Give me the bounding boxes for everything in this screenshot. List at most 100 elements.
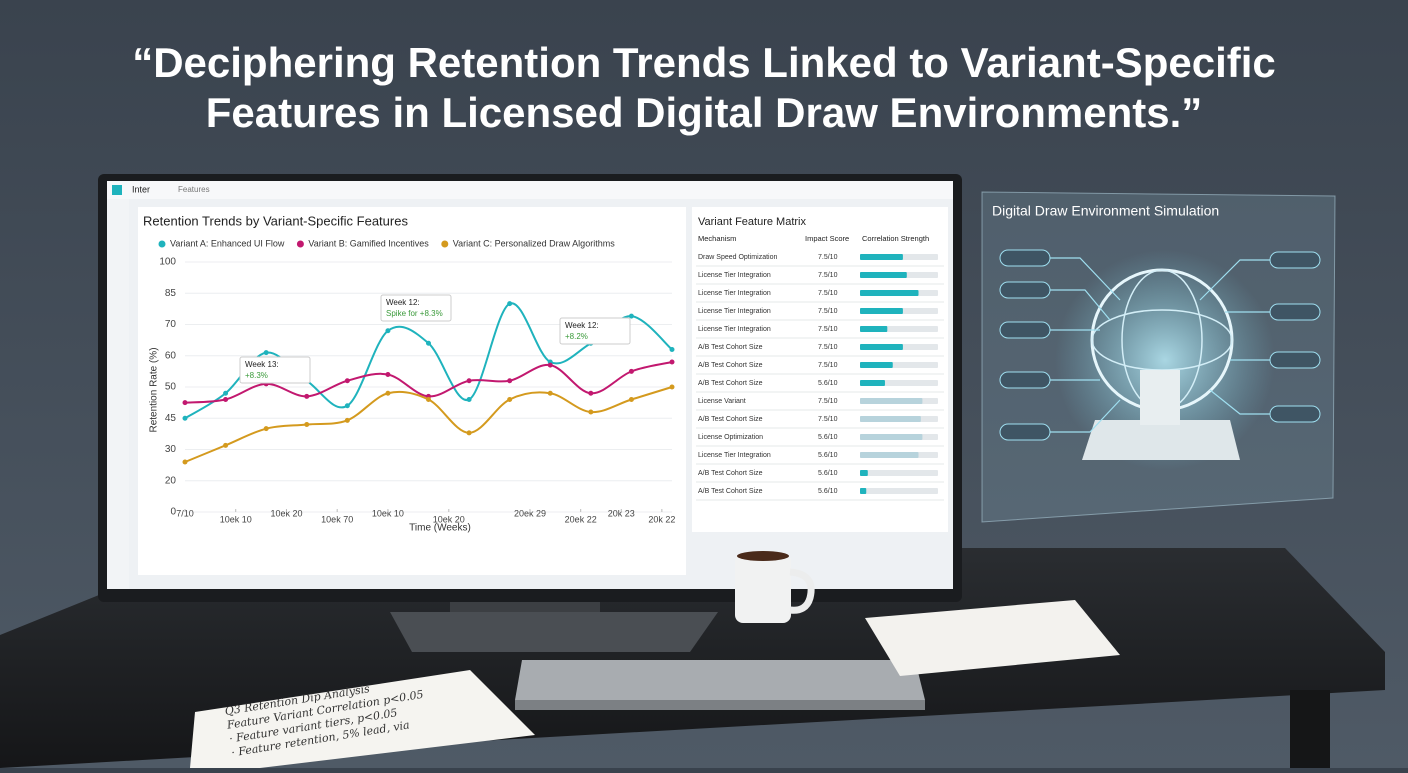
point: [507, 397, 513, 402]
chart-title: Retention Trends by Variant-Specific Fea…: [143, 213, 408, 228]
point: [588, 390, 594, 396]
point: [628, 313, 634, 319]
annotation-title: Week 13:: [245, 360, 279, 369]
point: [628, 397, 634, 402]
point: [385, 328, 391, 334]
point: [344, 417, 350, 423]
annotation-text: +8.2%: [565, 332, 588, 341]
strength-bar: [860, 290, 919, 296]
impact-score: 7.5/10: [818, 362, 838, 369]
point: [466, 378, 472, 384]
point: [466, 397, 472, 402]
x-tick-label: 10ek 20: [433, 514, 465, 524]
y-tick-label: 70: [165, 319, 177, 330]
strength-bar: [860, 308, 903, 314]
nodes: [999, 249, 1321, 441]
impact-score: 5.6/10: [818, 488, 838, 495]
strength-track: [860, 470, 938, 476]
monitor-base: [390, 612, 718, 652]
point: [182, 415, 188, 421]
y-tick-label: 60: [165, 350, 177, 361]
point: [385, 372, 391, 377]
point: [669, 347, 675, 352]
glow: [1055, 250, 1275, 470]
laptop: [515, 660, 925, 700]
point: [223, 442, 229, 448]
legend-dot: [296, 240, 304, 248]
mechanism: License Tier Integration: [698, 308, 771, 315]
x-axis-label: Time (Weeks): [409, 523, 471, 534]
mechanism: License Optimization: [698, 434, 763, 441]
strength-bar: [860, 488, 867, 494]
impact-score: 7.5/10: [818, 344, 838, 351]
mug: [735, 553, 791, 623]
annotation-text: +8.3%: [245, 371, 268, 380]
legend-dot: [158, 240, 166, 248]
sidebar: [107, 199, 129, 589]
point: [547, 362, 553, 368]
desk-leg: [1290, 690, 1330, 768]
y-tick-label: 30: [165, 444, 177, 455]
y-tick-label: 45: [165, 413, 177, 424]
mechanism: License Tier Integration: [698, 290, 771, 297]
y-tick-label: 100: [159, 257, 176, 268]
strength-bar: [860, 434, 923, 440]
impact-score: 5.6/10: [818, 452, 838, 459]
point: [426, 397, 431, 402]
annotation-box: [559, 317, 631, 345]
x-tick-label: 20ek 22: [565, 514, 597, 524]
legend-label: Variant A: Enhanced UI Flow: [170, 238, 285, 248]
point: [507, 301, 513, 307]
app-tab[interactable]: Features: [178, 185, 210, 194]
coffee: [737, 551, 789, 561]
matrix-title: Variant Feature Matrix: [698, 216, 807, 228]
annotation-box: [380, 294, 452, 322]
x-tick-label: 10ek 10: [372, 508, 404, 518]
y-tick-label: 50: [165, 382, 177, 393]
notebook-right: [865, 600, 1120, 676]
x-tick-label: 20ek 29: [514, 508, 546, 518]
drum-stand: [1140, 370, 1180, 425]
mechanism: License Variant: [698, 398, 746, 405]
mechanism: A/B Test Cohort Size: [698, 380, 763, 387]
impact-score: 7.5/10: [818, 290, 838, 297]
point: [547, 390, 553, 396]
point: [669, 359, 675, 365]
point: [263, 426, 269, 432]
point: [344, 378, 350, 384]
x-tick-label: 10ek 20: [270, 508, 302, 518]
simulation-panel: Digital Draw Environment Simulation: [981, 191, 1336, 523]
point: [588, 409, 594, 415]
annotation-box: [239, 356, 311, 384]
strength-bar: [860, 272, 907, 278]
point: [426, 340, 431, 346]
x-tick-label: 20k 23: [608, 508, 635, 518]
y-axis-label: Retention Rate (%): [149, 347, 160, 432]
point: [466, 430, 472, 436]
simulation-title: Digital Draw Environment Simulation: [992, 203, 1219, 219]
impact-score: 5.6/10: [818, 380, 838, 387]
impact-score: 7.5/10: [818, 416, 838, 423]
strength-bar: [860, 416, 921, 422]
legend-dot: [441, 240, 449, 248]
impact-score: 7.5/10: [818, 272, 838, 279]
point: [182, 459, 188, 465]
strength-bar: [860, 452, 919, 458]
strength-bar: [860, 344, 903, 350]
point: [304, 393, 310, 399]
annotation-title: Week 12:: [386, 298, 420, 307]
strength-track: [860, 488, 938, 494]
strength-bar: [860, 326, 888, 332]
impact-score: 7.5/10: [818, 398, 838, 405]
strength-bar: [860, 470, 868, 476]
mechanism: A/B Test Cohort Size: [698, 416, 763, 423]
app-brand: Inter: [132, 184, 150, 194]
series-line: [184, 302, 673, 420]
impact-score: 7.5/10: [818, 254, 838, 261]
y-tick-label: 85: [165, 288, 177, 299]
app-logo: [112, 185, 122, 195]
mechanism: License Tier Integration: [698, 272, 771, 279]
